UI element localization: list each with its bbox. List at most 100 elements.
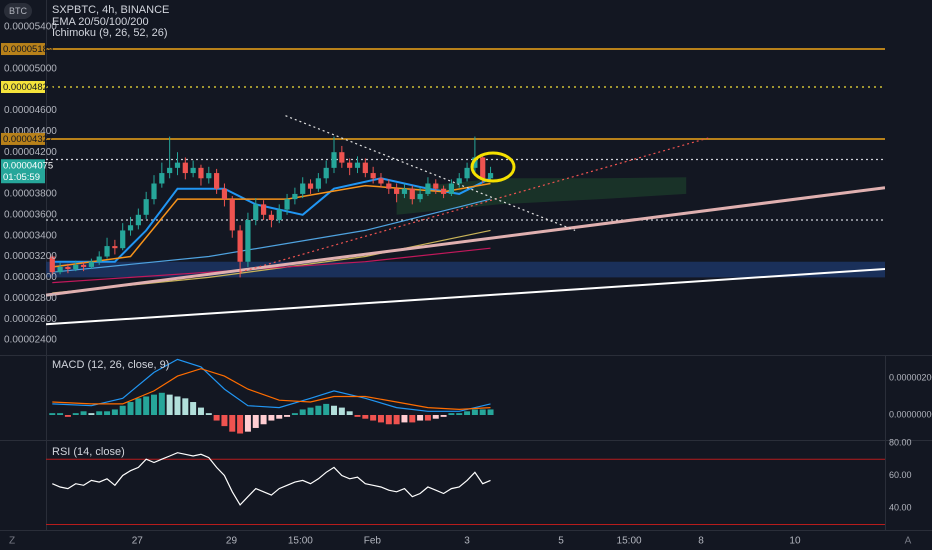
macd-histogram-bar xyxy=(393,415,400,425)
candle-body xyxy=(104,246,110,257)
highlight-circle xyxy=(470,151,516,183)
candle-body xyxy=(347,162,353,168)
trend-line xyxy=(46,186,885,297)
trend-line xyxy=(285,115,576,231)
macd-histogram-bar xyxy=(88,413,95,415)
macd-pane xyxy=(49,358,494,434)
candle-body xyxy=(198,167,204,179)
candle-body xyxy=(417,193,423,200)
macd-histogram-bar xyxy=(362,415,369,419)
candle-body xyxy=(206,173,212,179)
price-tick-label: 0.00004200 xyxy=(4,147,57,158)
candle-body xyxy=(182,162,188,174)
macd-histogram-bar xyxy=(197,407,204,415)
candle-body xyxy=(425,183,431,194)
candle-body xyxy=(57,266,63,273)
candle-body xyxy=(323,167,329,179)
macd-histogram-bar xyxy=(229,415,236,432)
indicator-label: Ichimoku (9, 26, 52, 26) xyxy=(52,27,168,39)
candle-body xyxy=(401,188,408,194)
candle-body xyxy=(448,183,455,194)
macd-histogram-bar xyxy=(72,413,79,415)
macd-histogram-bar xyxy=(213,415,220,421)
candle-body xyxy=(409,188,415,200)
candle-body xyxy=(245,220,251,262)
price-tick-label: 0.00003800 xyxy=(4,189,57,200)
currency-badge[interactable] xyxy=(4,3,32,19)
macd-histogram-bar xyxy=(291,413,298,415)
candle-body xyxy=(472,157,478,168)
timezone-icon[interactable]: Z xyxy=(9,536,15,547)
time-tick-label: Feb xyxy=(364,536,382,547)
price-level-label: 0.00004825 xyxy=(3,82,53,93)
rsi-title: RSI (14, close) xyxy=(52,446,125,458)
macd-histogram-bar xyxy=(252,415,259,428)
time-tick-label: 5 xyxy=(558,536,564,547)
macd-title: MACD (12, 26, close, 9) xyxy=(52,359,169,371)
macd-histogram-bar xyxy=(315,405,322,415)
macd-histogram-bar xyxy=(260,415,267,425)
macd-histogram-bar xyxy=(479,409,486,415)
macd-histogram-bar xyxy=(448,413,455,415)
trend-line xyxy=(46,268,885,326)
macd-histogram-bar xyxy=(49,413,56,415)
candle-body xyxy=(253,204,259,221)
price-level-badge xyxy=(1,81,45,94)
macd-histogram-bar xyxy=(244,415,251,432)
candle-body xyxy=(135,214,141,226)
macd-histogram-bar xyxy=(331,405,338,415)
price-tick-label: 0.00003600 xyxy=(4,209,57,220)
price-level-label: 0.00004327 xyxy=(3,134,53,145)
candle-body xyxy=(88,261,94,267)
candle-body xyxy=(112,246,118,249)
macd-histogram-bar xyxy=(471,409,478,415)
time-tick-label: 3 xyxy=(464,536,470,547)
price-tick-label: 0.00003400 xyxy=(4,230,57,241)
macd-histogram-bar xyxy=(111,409,118,415)
main-pane xyxy=(46,48,885,326)
macd-histogram-bar xyxy=(174,396,181,415)
auto-scale-icon[interactable]: A xyxy=(905,536,912,547)
macd-histogram-bar xyxy=(464,411,471,415)
price-tick-label: 0.00003200 xyxy=(4,251,57,262)
macd-histogram-bar xyxy=(119,405,126,415)
price-tick-label: 0.00005000 xyxy=(4,63,57,74)
rsi-tick-label: 40.00 xyxy=(889,503,912,513)
macd-histogram-bar xyxy=(151,394,158,415)
price-tick-label: 0.00004600 xyxy=(4,105,57,116)
candle-body xyxy=(159,173,165,184)
macd-histogram-bar xyxy=(80,411,87,415)
indicator-label: EMA 20/50/100/200 xyxy=(52,16,149,28)
price-level-label: 0.00005189 xyxy=(3,44,53,55)
time-tick-label: 29 xyxy=(226,536,238,547)
candle-body xyxy=(237,230,243,262)
macd-histogram-bar xyxy=(346,411,353,415)
macd-histogram-bar xyxy=(354,415,361,417)
price-tick-label: 0.00003000 xyxy=(4,272,57,283)
candle-body xyxy=(80,264,87,267)
macd-histogram-bar xyxy=(143,396,150,415)
price-tick-label: 0.00004400 xyxy=(4,126,57,137)
candle-body xyxy=(433,183,439,189)
candle-body xyxy=(315,178,321,189)
candle-body xyxy=(268,214,275,221)
macd-histogram-bar xyxy=(401,415,408,423)
candle-body xyxy=(362,162,368,174)
macd-histogram-bar xyxy=(166,394,173,415)
candle-body xyxy=(386,183,392,189)
macd-histogram-bar xyxy=(205,413,212,415)
macd-histogram-bar xyxy=(487,409,494,415)
zone xyxy=(46,261,885,278)
macd-histogram-bar xyxy=(268,415,275,421)
time-tick-label: 15:00 xyxy=(617,536,642,547)
indicator-line xyxy=(52,198,491,273)
candle-body xyxy=(487,173,494,179)
macd-histogram-bar xyxy=(417,415,424,421)
candle-body xyxy=(331,152,337,168)
axes: 0.00005400 0.00005000 0.00004600 0.00004400… xyxy=(1,22,932,547)
macd-histogram-bar xyxy=(440,415,447,417)
macd-histogram-bar xyxy=(96,411,103,415)
macd-histogram-bar xyxy=(284,415,291,417)
candle-body xyxy=(65,266,71,270)
